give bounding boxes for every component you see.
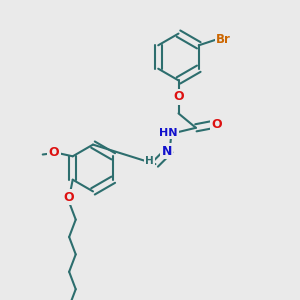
Text: H: H	[145, 155, 154, 166]
Text: N: N	[162, 145, 172, 158]
Text: HN: HN	[159, 128, 177, 138]
Text: O: O	[211, 118, 222, 131]
Text: O: O	[63, 190, 74, 204]
Text: O: O	[49, 146, 59, 159]
Text: O: O	[173, 90, 184, 104]
Text: Br: Br	[216, 33, 231, 46]
